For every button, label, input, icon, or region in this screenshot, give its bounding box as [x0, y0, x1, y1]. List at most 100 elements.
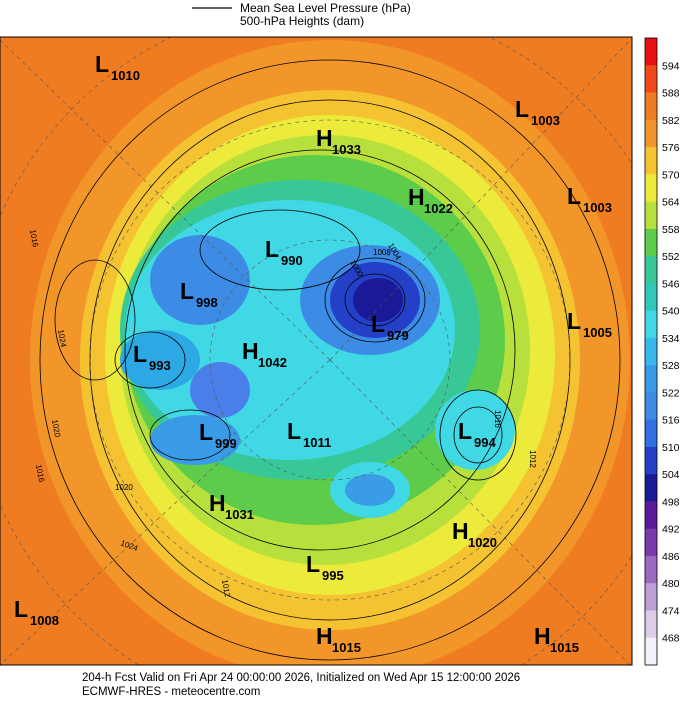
colorbar-swatch	[645, 174, 657, 203]
center-value: 1022	[424, 201, 453, 216]
center-letter: H	[242, 338, 259, 364]
colorbar-swatch	[645, 501, 657, 530]
colorbar-label: 558	[662, 224, 680, 236]
center-letter: L	[567, 308, 581, 334]
center-value: 1003	[531, 113, 560, 128]
colorbar-label: 570	[662, 169, 680, 181]
center-value: 1011	[303, 435, 331, 450]
center-letter: L	[287, 418, 301, 444]
colorbar-label: 474	[662, 605, 680, 617]
colorbar-label: 486	[662, 551, 680, 563]
colorbar-label: 576	[662, 142, 680, 154]
center-value: 990	[281, 253, 303, 268]
colorbar-swatch	[645, 228, 657, 257]
colorbar-swatch	[645, 65, 657, 94]
center-value: 1042	[258, 355, 287, 370]
colorbar-label: 510	[662, 442, 680, 454]
colorbar-label: 480	[662, 578, 680, 590]
isobar-label: 1012	[220, 579, 232, 599]
center-letter: L	[567, 183, 581, 209]
isobar-label: 1008	[373, 248, 391, 257]
colorbar-label: 588	[662, 88, 680, 100]
center-value: 1008	[30, 613, 59, 628]
center-value: 1003	[583, 200, 612, 215]
isobar-label: 1016	[493, 410, 502, 428]
center-letter: L	[515, 96, 529, 122]
colorbar-label: 522	[662, 387, 680, 399]
colorbar-label: 564	[662, 197, 680, 209]
colorbar-label: 516	[662, 415, 680, 427]
center-letter: H	[316, 623, 333, 649]
center-value: 993	[149, 358, 171, 373]
center-value: 999	[215, 436, 237, 451]
center-letter: H	[209, 490, 226, 516]
center-letter: L	[306, 551, 320, 577]
colorbar-swatch	[645, 92, 657, 121]
legend-text: Mean Sea Level Pressure (hPa)	[240, 1, 411, 15]
center-value: 1031	[225, 507, 254, 522]
colorbar-swatch	[645, 419, 657, 448]
colorbar-swatch	[645, 610, 657, 639]
legend-text: 500-hPa Heights (dam)	[240, 14, 364, 28]
center-letter: L	[458, 418, 472, 444]
center-letter: L	[14, 596, 28, 622]
colorbar-swatch	[645, 474, 657, 502]
isobar-label: 1012	[528, 450, 537, 468]
colorbar-label: 552	[662, 251, 680, 263]
center-value: 995	[322, 568, 344, 583]
center-value: 994	[474, 435, 496, 450]
center-letter: L	[199, 419, 213, 445]
colorbar-swatch	[645, 555, 657, 584]
colorbar-label: 546	[662, 278, 680, 290]
center-value: 1020	[468, 535, 497, 550]
colorbar-swatch	[645, 446, 657, 475]
isobar-label: 1020	[50, 419, 62, 439]
center-letter: H	[408, 184, 425, 210]
colorbar-swatch	[645, 147, 657, 175]
center-letter: H	[316, 125, 333, 151]
colorbar-swatch	[645, 256, 657, 284]
center-value: 1010	[111, 68, 140, 83]
footer-text: ECMWF-HRES - meteocentre.com	[82, 686, 260, 698]
center-value: 979	[387, 328, 409, 343]
center-letter: L	[371, 311, 385, 337]
colorbar-swatch	[645, 637, 657, 666]
center-value: 1015	[332, 640, 361, 655]
isobar-label: 1016	[34, 464, 46, 484]
colorbar-label: 540	[662, 306, 680, 318]
center-letter: L	[180, 278, 194, 304]
colorbar-label: 468	[662, 633, 680, 645]
center-letter: L	[265, 236, 279, 262]
isobar-label: 1020	[115, 483, 133, 492]
colorbar-swatch	[645, 337, 657, 366]
colorbar-label: 498	[662, 496, 680, 508]
colorbar-label: 594	[662, 60, 680, 72]
center-value: 1005	[583, 325, 612, 340]
colorbar-frame	[644, 37, 658, 666]
colorbar-label: 528	[662, 360, 680, 372]
colorbar-label: 492	[662, 524, 680, 536]
colorbar-swatch	[645, 201, 657, 230]
colorbar-swatch	[645, 392, 657, 421]
center-letter: L	[133, 341, 147, 367]
colorbar-label: 582	[662, 115, 680, 127]
isobar-label: 1016	[28, 229, 40, 249]
center-value: 998	[196, 295, 218, 310]
center-value: 1033	[332, 142, 361, 157]
colorbar-label: 534	[662, 333, 680, 345]
colorbar-swatch	[645, 119, 657, 148]
center-letter: H	[534, 623, 551, 649]
colorbar-swatch	[645, 38, 657, 66]
center-letter: H	[452, 518, 469, 544]
colorbar-swatch	[645, 283, 657, 312]
isobar-label: 1024	[56, 329, 68, 349]
colorbar-swatch	[645, 583, 657, 611]
center-letter: L	[95, 51, 109, 77]
colorbar-label: 504	[662, 469, 680, 481]
colorbar-swatch	[645, 310, 657, 339]
center-value: 1015	[550, 640, 579, 655]
colorbar-swatch	[645, 365, 657, 393]
colorbar-swatch	[645, 528, 657, 557]
